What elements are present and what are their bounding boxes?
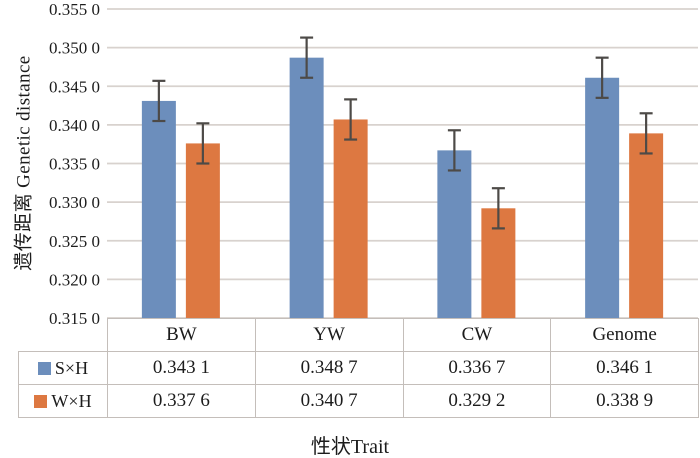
value-cell-sxh-cw: 0.336 7 (402, 351, 552, 385)
table-row-sxh: S×H 0.343 1 0.348 7 0.336 7 0.346 1 (18, 351, 699, 385)
bar-sh-yw (289, 57, 324, 318)
legend-item-wxh: W×H (18, 384, 108, 418)
y-tick-label: 0.315 0 (49, 309, 100, 328)
value-cell-wxh-genome: 0.338 9 (550, 384, 699, 418)
x-axis-title: 性状Trait (310, 436, 390, 458)
y-tick-label: 0.350 0 (49, 39, 100, 58)
legend-item-sxh: S×H (18, 351, 108, 385)
bar-wh-yw (333, 119, 368, 318)
data-table: BW YW CW Genome S×H 0.343 1 0.348 7 0.33… (18, 318, 699, 418)
value-cell-wxh-bw: 0.337 6 (107, 384, 256, 418)
table-row-wxh: W×H 0.337 6 0.340 7 0.329 2 0.338 9 (18, 384, 699, 418)
y-axis-title: 遗传距离 Genetic distance (13, 55, 35, 271)
legend-label-sxh: S×H (54, 357, 89, 378)
legend-label-wxh: W×H (51, 390, 92, 411)
y-tick-label: 0.335 0 (49, 155, 100, 174)
bar-wh-genome (629, 133, 664, 318)
value-cell-sxh-yw: 0.348 7 (254, 351, 404, 385)
value-cell-wxh-yw: 0.340 7 (254, 384, 404, 418)
bar-wh-bw (185, 143, 220, 318)
bar-sh-genome (585, 77, 620, 318)
legend-swatch-wxh-icon (34, 394, 48, 408)
y-tick-label: 0.330 0 (49, 193, 100, 212)
table-header-genome: Genome (550, 318, 699, 352)
y-tick-label: 0.325 0 (49, 232, 100, 251)
bar-sh-bw (141, 100, 176, 319)
y-tick-label: 0.345 0 (49, 77, 100, 96)
y-tick-label: 0.320 0 (49, 270, 100, 289)
value-cell-sxh-bw: 0.343 1 (107, 351, 256, 385)
table-header-row: BW YW CW Genome (19, 318, 699, 352)
y-tick-label: 0.340 0 (49, 116, 100, 135)
table-header-bw: BW (107, 318, 256, 352)
value-cell-wxh-cw: 0.329 2 (402, 384, 552, 418)
table-corner-cell (19, 319, 108, 352)
bar-sh-cw (437, 150, 472, 318)
legend-swatch-sxh-icon (37, 361, 51, 375)
table-header-cw: CW (402, 318, 552, 352)
y-tick-label: 0.355 0 (49, 0, 100, 19)
value-cell-sxh-genome: 0.346 1 (550, 351, 699, 385)
table-header-yw: YW (254, 318, 404, 352)
